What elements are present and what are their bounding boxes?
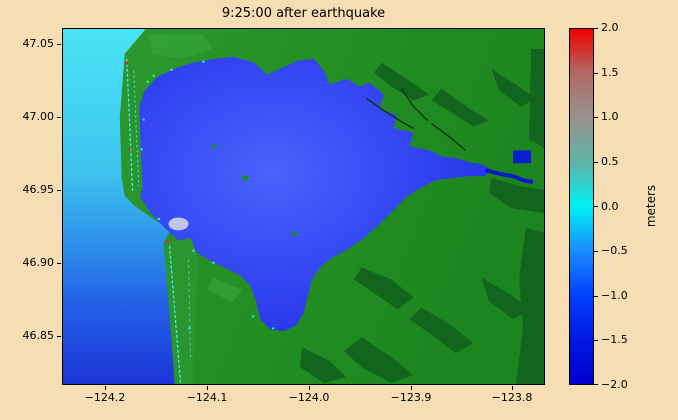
colorbar-tick-mark: [594, 251, 598, 252]
map-plot: [62, 28, 545, 385]
river-channel: [484, 150, 534, 185]
x-tick-label: −123.8: [491, 391, 533, 404]
plot-title: 9:25:00 after earthquake: [221, 6, 386, 21]
colorbar-tick-label: 1.0: [601, 110, 619, 123]
colorbar-axis-label: meters: [644, 184, 658, 228]
colorbar-tick-mark: [594, 384, 598, 385]
y-tick-label: 46.90: [22, 256, 55, 269]
river-lines: [366, 88, 466, 151]
colorbar-tick-label: −1.5: [601, 333, 628, 346]
x-tick-mark: [512, 386, 513, 390]
valley-shading: [300, 48, 544, 384]
colorbar-tick-label: −1.0: [601, 289, 628, 302]
colorbar-tick-mark: [594, 340, 598, 341]
north-spit: [122, 50, 143, 201]
colorbar-tick-label: 0.5: [601, 155, 619, 168]
x-tick-label: −124.0: [288, 391, 330, 404]
x-tick-mark: [309, 386, 310, 390]
bay-islands: [212, 144, 297, 237]
y-tick-label: 46.85: [22, 329, 55, 342]
shore-speckles: [140, 60, 275, 330]
y-tick-label: 46.95: [22, 183, 55, 196]
coastal-plain: [147, 33, 243, 303]
colorbar-tick-label: −0.5: [601, 244, 628, 257]
colorbar-tick-label: 1.5: [601, 66, 619, 79]
y-tick-mark: [57, 336, 61, 337]
ocean-region: [63, 29, 175, 384]
x-tick-mark: [207, 386, 208, 390]
y-tick-mark: [57, 44, 61, 45]
x-tick-label: −124.2: [84, 391, 126, 404]
south-spit: [163, 237, 199, 384]
colorbar-tick-mark: [594, 206, 598, 207]
colorbar-tick-mark: [594, 117, 598, 118]
x-tick-label: −123.9: [390, 391, 432, 404]
colorbar-tick-label: 2.0: [601, 21, 619, 34]
colorbar-tick-label: −2.0: [601, 378, 628, 391]
colorbar: [569, 28, 594, 385]
colorbar-tick-label: 0.0: [601, 200, 619, 213]
colorbar-tick-mark: [594, 28, 598, 29]
x-tick-label: −124.1: [186, 391, 228, 404]
y-tick-mark: [57, 263, 61, 264]
y-tick-label: 47.00: [22, 110, 55, 123]
town-patch: [168, 217, 189, 231]
x-tick-mark: [411, 386, 412, 390]
colorbar-tick-mark: [594, 162, 598, 163]
y-tick-mark: [57, 190, 61, 191]
colorbar-tick-mark: [594, 296, 598, 297]
colorbar-tick-mark: [594, 73, 598, 74]
tsunami-map: [63, 29, 544, 384]
x-tick-mark: [105, 386, 106, 390]
y-tick-label: 47.05: [22, 37, 55, 50]
bay-region: [138, 56, 490, 332]
y-tick-mark: [57, 117, 61, 118]
